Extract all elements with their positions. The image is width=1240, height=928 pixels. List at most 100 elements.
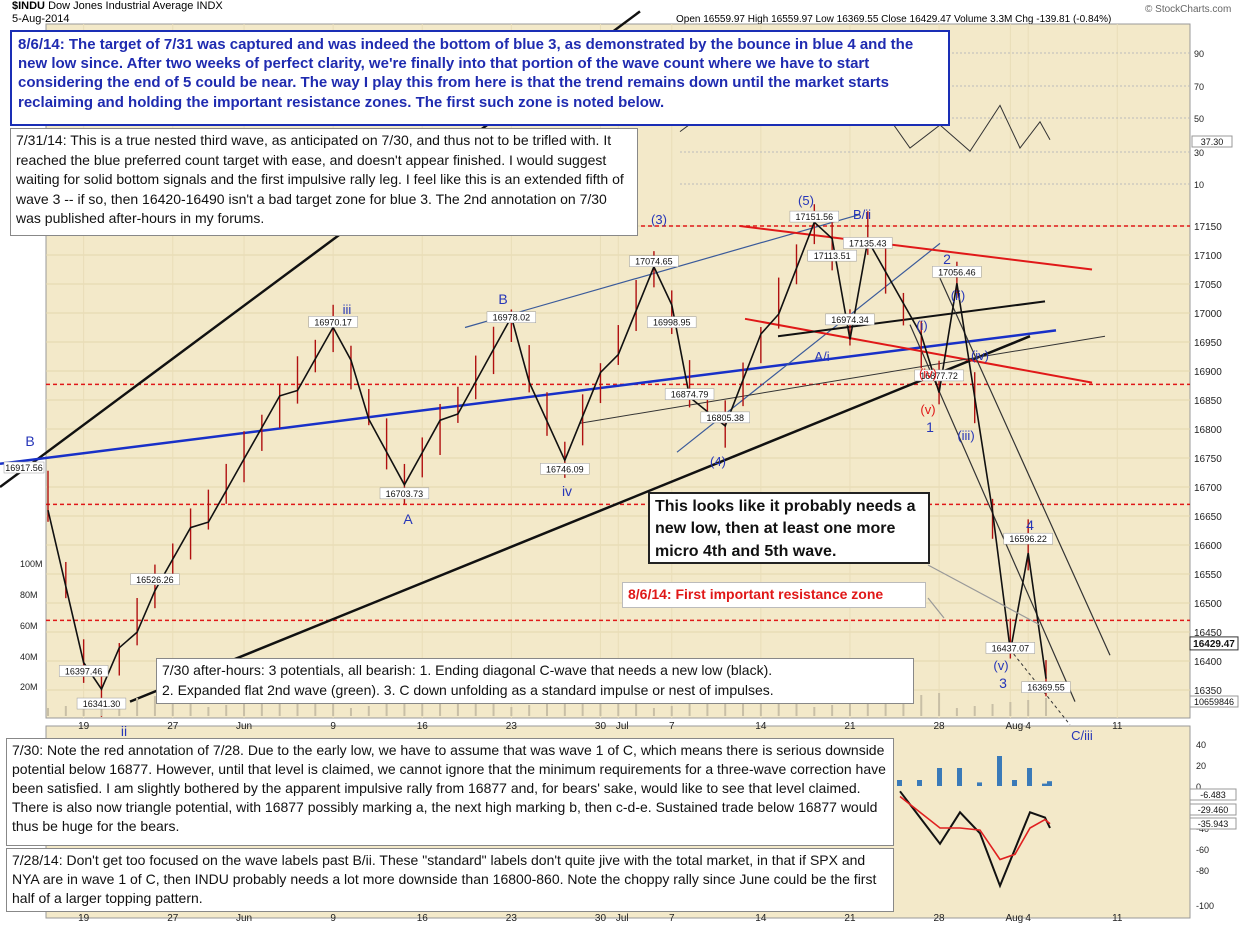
- pivot-box-4: [379, 487, 430, 500]
- pivot-label-1: 16341.30: [83, 699, 121, 709]
- macd-x-tick-5: 23: [506, 913, 518, 924]
- annotation-7-30: 7/30: Note the red annotation of 7/28. D…: [6, 738, 894, 846]
- pivot-box-11: [789, 210, 839, 223]
- price-tick-17100: 17100: [1194, 251, 1222, 262]
- macd-tick-0: 0: [1196, 782, 1201, 792]
- x-tick-2: Jun: [236, 721, 252, 732]
- rsi-value-box: [1191, 135, 1233, 148]
- macd-histogram-bar-0: [897, 780, 902, 786]
- annotation-7-31-14: 7/31/14: This is a true nested third wav…: [10, 128, 638, 236]
- pivot-box-13: [825, 313, 875, 326]
- pivot-box-17: [985, 642, 1036, 654]
- volume-tick-100M: 100M: [20, 559, 43, 569]
- pivot-box-8: [647, 316, 697, 328]
- annotation-8-6-14: 8/6/14: The target of 7/31 was captured …: [10, 30, 950, 126]
- wave-label-22: ii: [121, 723, 127, 739]
- wave-label-7: (5): [798, 193, 814, 208]
- pivot-box-3: [308, 316, 358, 328]
- pivot-label-17: 16437.07: [992, 643, 1030, 653]
- macd-x-tick-11: 28: [934, 913, 946, 924]
- macd-tick-40: 40: [1196, 740, 1206, 750]
- macd-x-tick-0: 19: [78, 913, 90, 924]
- pivot-label-4: 16703.73: [386, 489, 424, 499]
- pivot-box-5: [486, 311, 537, 323]
- price-tick-17050: 17050: [1194, 280, 1222, 291]
- blue-trend-line: [0, 329, 1057, 466]
- x-tick-11: 28: [934, 721, 946, 732]
- left-pivot-label: 16917.56: [5, 463, 43, 473]
- down-channel-upper: [939, 277, 1111, 656]
- x-tick-4: 16: [417, 721, 429, 732]
- annotation-7-30-after-hours: 7/30 after-hours: 3 potentials, all bear…: [156, 658, 914, 704]
- price-tick-17150: 17150: [1194, 222, 1222, 233]
- macd-x-tick-8: 7: [669, 913, 675, 924]
- macd-value-box-0: [1189, 788, 1237, 801]
- index-name: Dow Jones Industrial Average: [48, 0, 194, 12]
- price-tick-16850: 16850: [1194, 396, 1222, 407]
- x-tick-13: 4: [1025, 721, 1031, 732]
- macd-x-tick-14: 11: [1112, 913, 1123, 924]
- pivot-label-5: 16978.02: [493, 313, 531, 323]
- x-tick-3: 9: [330, 721, 336, 732]
- macd-x-tick-1: 27: [167, 913, 179, 924]
- annotation-resistance-zone: 8/6/14: First important resistance zone: [622, 582, 926, 608]
- pivot-box-7: [629, 255, 679, 267]
- x-tick-9: 14: [755, 721, 767, 732]
- price-tick-16350: 16350: [1194, 686, 1222, 697]
- macd-x-tick-4: 16: [417, 913, 429, 924]
- x-tick-7: Jul: [616, 721, 629, 732]
- wave-label-21: C/iii: [1071, 728, 1093, 743]
- wave-label-11: 2: [943, 251, 951, 267]
- wave-label-5: (3): [651, 212, 667, 227]
- lower-channel-line: [129, 335, 1031, 703]
- macd-value-label-0: -6.483: [1200, 790, 1226, 800]
- price-tick-17000: 17000: [1194, 309, 1222, 320]
- symbol-text: $INDU: [12, 0, 46, 12]
- wave-label-16: (iii): [957, 428, 974, 443]
- macd-x-tick-2: Jun: [236, 913, 252, 924]
- pivot-label-3: 16970.17: [314, 317, 352, 327]
- macd-value-label-1: -29.460: [1198, 805, 1229, 815]
- macd-tick--60: -60: [1196, 845, 1209, 855]
- macd-x-tick-7: Jul: [616, 913, 629, 924]
- pivot-box-18: [1003, 532, 1053, 545]
- x-tick-8: 7: [669, 721, 675, 732]
- price-tick-16500: 16500: [1194, 599, 1222, 610]
- pivot-box-12: [807, 249, 857, 262]
- volume-value-label: 10659846: [1194, 697, 1234, 707]
- rsi-value-label: 37.30: [1201, 137, 1224, 147]
- price-tick-16600: 16600: [1194, 541, 1222, 552]
- wave-label-4: iv: [562, 483, 572, 499]
- wave-label-0: B: [25, 433, 34, 449]
- annotation-7-28-14: 7/28/14: Don't get too focused on the wa…: [6, 848, 894, 912]
- macd-x-tick-13: 4: [1025, 913, 1031, 924]
- price-close-line: [47, 220, 1047, 691]
- volume-tick-40M: 40M: [20, 652, 38, 662]
- x-tick-12: Aug: [1005, 721, 1023, 732]
- macd-x-tick-12: Aug: [1005, 913, 1023, 924]
- pivot-label-11: 17151.56: [796, 212, 834, 222]
- price-tick-16950: 16950: [1194, 338, 1222, 349]
- pivot-label-15: 16877.72: [920, 371, 958, 381]
- price-tick-16550: 16550: [1194, 570, 1222, 581]
- pivot-box-0: [58, 665, 109, 677]
- low-note-arrow: [927, 564, 1041, 626]
- wave-label-2: B: [498, 291, 507, 307]
- wave-label-9: A/i: [814, 349, 829, 364]
- pivot-box-14: [843, 237, 893, 249]
- pivot-label-12: 17113.51: [814, 251, 851, 261]
- x-tick-1: 27: [167, 721, 179, 732]
- wave-label-6: (4): [710, 454, 726, 469]
- macd-signal-line: [899, 795, 1051, 861]
- pivot-label-9: 16874.79: [671, 390, 709, 400]
- close-value-box: [1189, 636, 1239, 651]
- macd-line: [899, 790, 1051, 889]
- macd-x-tick-10: 21: [844, 913, 856, 924]
- volume-value-box: [1189, 695, 1239, 708]
- pivot-label-13: 16974.34: [831, 315, 869, 325]
- price-tick-16750: 16750: [1194, 454, 1222, 465]
- pivot-label-8: 16998.95: [653, 318, 691, 328]
- left-pivot-box: [3, 461, 45, 474]
- pivot-label-7: 17074.65: [635, 257, 673, 267]
